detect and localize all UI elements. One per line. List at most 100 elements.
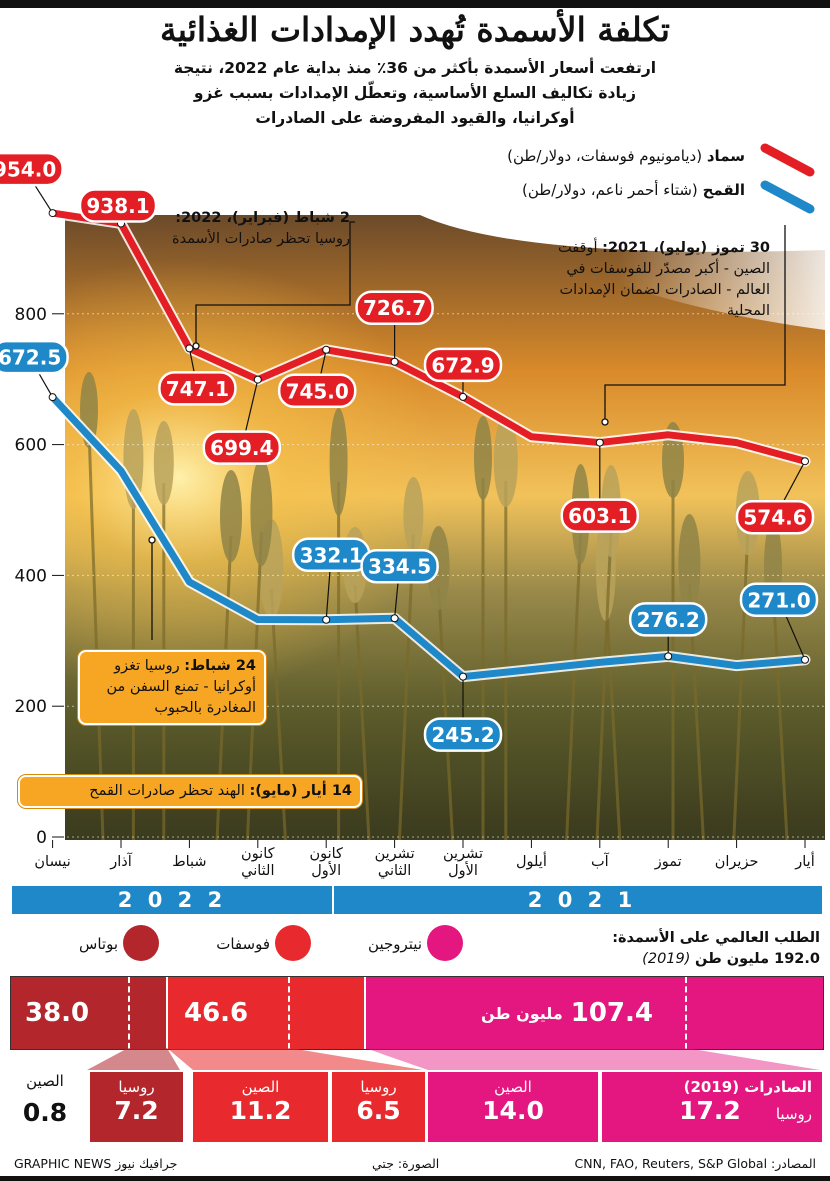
- demand-year: (2019): [642, 951, 691, 967]
- fertilizer-label-pill: [423, 347, 503, 383]
- fertilizer-data-label: 938.1: [86, 194, 149, 218]
- x-tick-label: تشرين: [443, 846, 483, 862]
- wheat-point: [664, 652, 673, 661]
- wheat-label-pill: [628, 602, 708, 637]
- year-bar: 2 0 2 2 2 0 2 1: [12, 886, 822, 914]
- legend-phosphate: فوسفات: [216, 935, 270, 953]
- fertilizer-point: [253, 375, 262, 384]
- fertilizer-point: [185, 344, 194, 353]
- fertilizer-label-pill: [202, 430, 282, 465]
- fertilizer-data-label: 726.7: [363, 296, 426, 320]
- phosphate-value: 46.6: [184, 998, 249, 1028]
- wheat-price-line: [49, 393, 809, 681]
- x-tick-label: شباط: [172, 854, 206, 870]
- wheat-point: [801, 655, 809, 664]
- legend-wheat: القمح (شتاء أحمر ناعم، دولار/طن): [515, 181, 745, 199]
- fertilizer-label-pill: [560, 498, 640, 533]
- y-axis-ticks: 800 600 400 200 0: [15, 305, 47, 848]
- potash-dot-icon: [123, 925, 159, 961]
- russia-nitrogen-value: 17.2: [679, 1096, 741, 1125]
- legend-nitrogen: نيتروجين: [368, 935, 422, 953]
- x-tick-label: تشرين: [375, 846, 415, 862]
- annotation-jul-2021-date: 30 تموز (يوليو)، 2021:: [602, 240, 770, 256]
- fertilizer-data-label: 574.6: [743, 506, 806, 530]
- fertilizer-point: [459, 392, 467, 401]
- price-chart: 800 600 400 200 0 أيار حزيران تموز آب أيلول تشرين…: [0, 143, 825, 879]
- wheat-data-label: 672.5: [0, 346, 61, 370]
- fertilizer-label-pill: [0, 151, 64, 187]
- legend-wheat-desc: (شتاء أحمر ناعم، دولار/طن): [522, 181, 698, 199]
- annotation-feb-2022-date: 2 شباط (فبراير)، 2022:: [175, 210, 350, 226]
- demand-bar: 38.0 46.6 107.4 مليون طن: [10, 976, 824, 1050]
- russia-phosphate-value: 6.5: [356, 1096, 401, 1125]
- bottom-bar: [0, 1176, 830, 1181]
- fertilizer-data-label: 745.0: [286, 379, 349, 403]
- demand-total: 192.0 مليون طن: [695, 951, 820, 967]
- china-nitrogen-value: 14.0: [482, 1096, 544, 1125]
- exports-label: الصادرات (2019): [683, 1078, 812, 1096]
- legend-fertilizer-name: سماد: [706, 147, 745, 165]
- nitrogen-segment: 107.4 مليون طن: [366, 977, 823, 1049]
- china-potash-value: 0.8: [22, 1098, 68, 1127]
- wheat-data-label: 334.5: [368, 555, 431, 579]
- wheat-data-label: 276.2: [637, 608, 700, 632]
- y-tick-label: 200: [15, 697, 47, 717]
- potash-divider: [128, 977, 130, 1049]
- legend-potash: بوتاس: [79, 935, 118, 953]
- annotation-may-14-box: 14 أيار (مايو): الهند تحظر صادرات القمح: [18, 775, 362, 808]
- wheat-label-pill: [360, 548, 439, 584]
- legend-fertilizer: سماد (ديامونيوم فوسفات، دولار/طن): [495, 147, 745, 165]
- chart-grid: [52, 313, 825, 838]
- y-tick-label: 600: [15, 436, 47, 456]
- phosphate-dot-icon: [275, 925, 311, 961]
- x-tick-label: الثاني: [378, 863, 411, 879]
- year-divider: [332, 886, 334, 914]
- fertilizer-label-pill: [735, 499, 815, 535]
- annotation-feb-2022: 2 شباط (فبراير)، 2022: روسيا تحظر صادرات…: [150, 208, 350, 250]
- annotation-feb-24-box: 24 شباط: روسيا تغزو أوكرانيا - تمنع السف…: [78, 650, 266, 725]
- fertilizer-point: [390, 357, 399, 366]
- russia-nitrogen-label: روسيا: [775, 1105, 812, 1123]
- wheat-point: [459, 672, 467, 681]
- russia-phosphate-box: روسيا 6.5: [330, 1072, 425, 1142]
- china-nitrogen-label: الصين: [494, 1078, 532, 1096]
- china-phosphate-label: الصين: [241, 1078, 280, 1096]
- fertilizer-label-pill: [158, 371, 237, 406]
- fertilizer-data-label: 747.1: [166, 377, 229, 401]
- wheat-label-pill: [739, 582, 819, 618]
- x-tick-label: الثاني: [241, 863, 274, 879]
- x-tick-label: كانون: [241, 846, 275, 862]
- fertilizer-label-pill: [78, 188, 158, 223]
- annotation-feb-24-text: روسيا تغزو أوكرانيا - تمنع السفن من المغ…: [106, 658, 256, 716]
- fertilizer-label-pill: [355, 290, 434, 325]
- wheat-point: [48, 393, 57, 402]
- demand-title-block: الطلب العالمي على الأسمدة: 192.0 مليون ط…: [560, 928, 820, 970]
- x-tick-label: تموز: [654, 854, 682, 870]
- page-title: تكلفة الأسمدة تُهدد الإمدادات الغذائية: [160, 10, 670, 49]
- phosphate-divider: [288, 977, 290, 1049]
- fertilizer-point: [322, 345, 331, 354]
- x-tick-label: حزيران: [715, 854, 759, 870]
- china-phosphate-box: الصين 11.2: [193, 1072, 328, 1142]
- legend-wheat-name: القمح: [702, 181, 745, 199]
- fertilizer-data-label: 954.0: [0, 158, 56, 182]
- annotation-may-14-text: الهند تحظر صادرات القمح: [89, 783, 245, 799]
- legend-fertilizer-desc: (ديامونيوم فوسفات، دولار/طن): [507, 147, 703, 165]
- russia-potash-label: روسيا: [118, 1078, 155, 1096]
- potash-segment: 38.0: [11, 977, 166, 1049]
- wheat-label-pill: [423, 717, 503, 752]
- fertilizer-point: [48, 209, 57, 218]
- annotation-feb-2022-text: روسيا تحظر صادرات الأسمدة: [172, 231, 350, 247]
- china-potash-label: الصين: [26, 1072, 64, 1090]
- wheat-point: [390, 614, 399, 623]
- china-phosphate-value: 11.2: [229, 1096, 292, 1125]
- phosphate-segment: 46.6: [168, 977, 364, 1049]
- annotation-leaders: [148, 221, 786, 640]
- wheat-point: [322, 615, 331, 624]
- x-tick-label: أيار: [794, 851, 814, 870]
- nitrogen-dot-icon: [427, 925, 463, 961]
- footer-photo-credit: الصورة: جتي: [372, 1156, 440, 1171]
- nitrogen-value: 107.4: [570, 998, 653, 1028]
- y-tick-label: 800: [15, 305, 47, 325]
- potash-value: 38.0: [25, 998, 90, 1028]
